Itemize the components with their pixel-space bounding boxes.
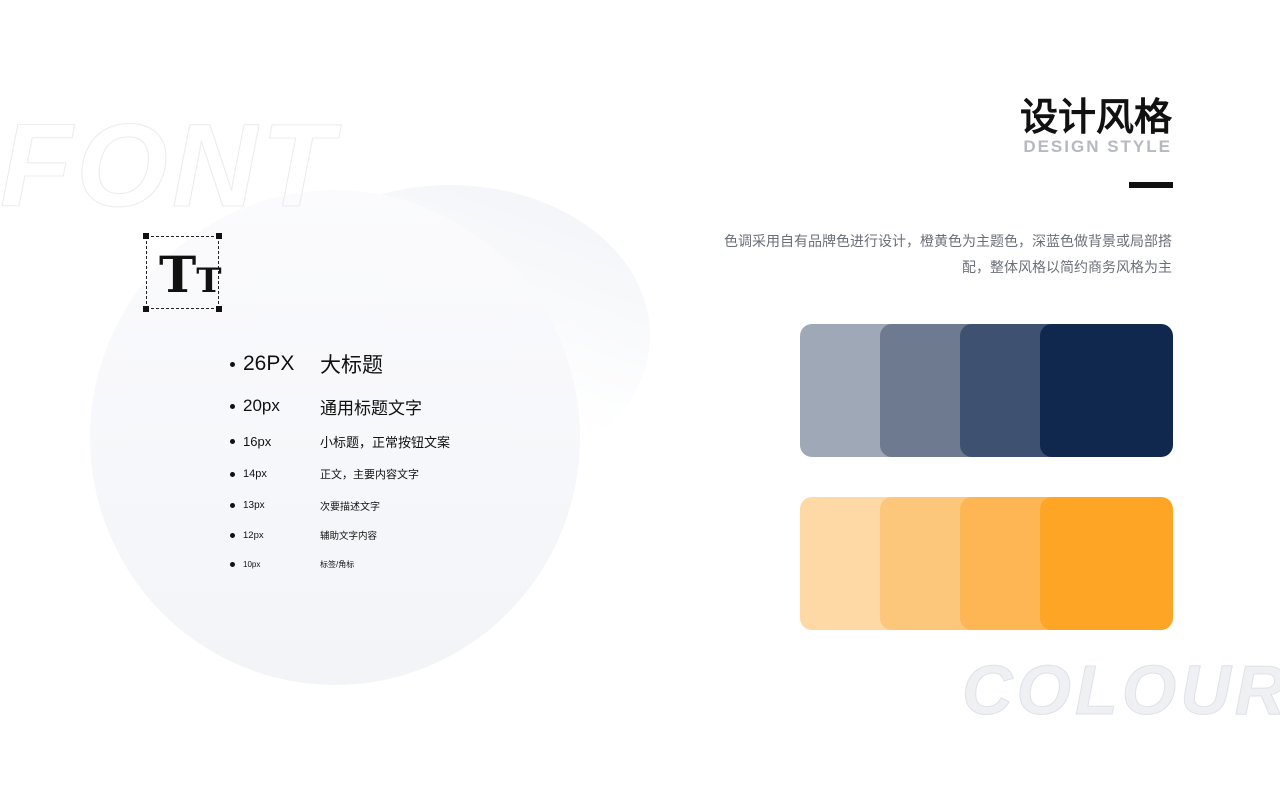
title-underline (1129, 182, 1173, 188)
type-scale-item: 13px 次要描述文字 (230, 498, 380, 513)
colour-watermark: COLOUR (961, 651, 1280, 730)
type-scale-item: 20px 通用标题文字 (230, 395, 422, 418)
decorative-circle (90, 190, 580, 685)
selection-handle (143, 233, 149, 239)
big-t-glyph: T (159, 245, 197, 304)
type-scale-item: 26PX 大标题 (230, 350, 383, 378)
type-scale-item: 16px 小标题，正常按钮文案 (230, 432, 450, 450)
type-scale-item: 14px 正文，主要内容文字 (230, 466, 419, 482)
selection-handle (143, 306, 149, 312)
page-title: 设计风格 (1019, 97, 1172, 139)
text-size-icon: TT (143, 233, 222, 312)
page-subtitle: DESIGN STYLE (1023, 137, 1172, 156)
type-scale-item: 12px 辅助文字内容 (230, 528, 377, 542)
color-swatch (1040, 324, 1173, 457)
selection-handle (216, 233, 222, 239)
font-watermark: FONT (0, 100, 338, 233)
type-scale-item: 10px 标签/角标 (230, 558, 354, 570)
small-t-glyph: T (196, 261, 222, 301)
selection-handle (216, 306, 222, 312)
color-swatch (1040, 497, 1173, 630)
description: 色调采用自有品牌色进行设计，橙黄色为主题色，深蓝色做背景或局部搭配，整体风格以简… (724, 233, 1172, 275)
